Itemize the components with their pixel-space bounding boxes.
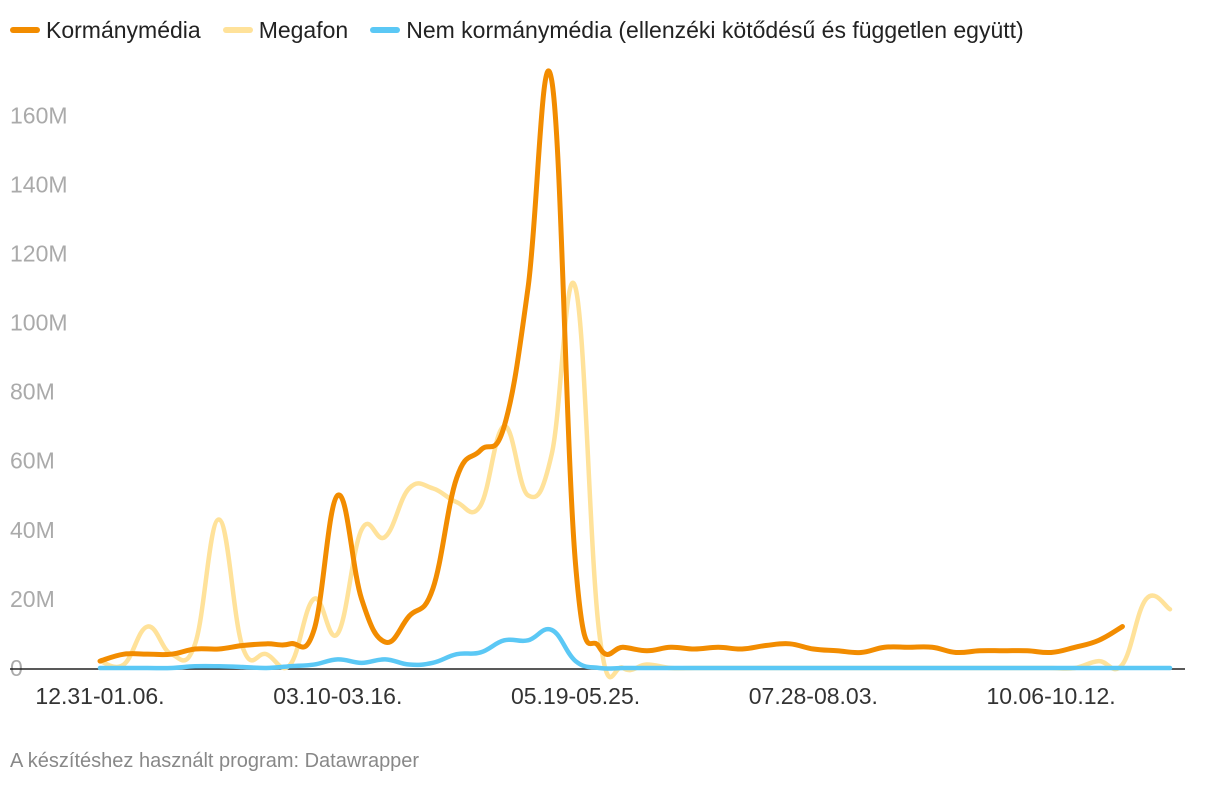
legend-item-kormanymedia: Kormánymédia bbox=[10, 17, 201, 44]
x-tick-label: 12.31-01.06. bbox=[35, 683, 164, 709]
y-tick-label: 140M bbox=[10, 171, 68, 197]
footer-credit: A készítéshez használt program: Datawrap… bbox=[10, 750, 420, 772]
series-line-kormanymedia bbox=[97, 68, 1125, 664]
legend-item-nem-kormanymedia: Nem kormánymédia (ellenzéki kötődésű és … bbox=[370, 17, 1024, 44]
series-layer bbox=[97, 68, 1173, 680]
legend-label-nem-kormanymedia: Nem kormánymédia (ellenzéki kötődésű és … bbox=[406, 16, 1024, 43]
y-axis: 0 20M 40M 60M 80M 100M 120M 140M 160M bbox=[10, 102, 68, 681]
y-tick-label: 0 bbox=[10, 655, 23, 681]
x-tick-label: 07.28-08.03. bbox=[749, 683, 878, 709]
y-tick-label: 60M bbox=[10, 448, 55, 474]
y-tick-label: 20M bbox=[10, 586, 55, 612]
x-axis: 12.31-01.06. 03.10-03.16. 05.19-05.25. 07.2… bbox=[10, 668, 1185, 709]
y-tick-label: 160M bbox=[10, 102, 68, 128]
x-tick-label: 03.10-03.16. bbox=[273, 683, 402, 709]
chart-legend: Kormánymédia Megafon Nem kormánymédia (e… bbox=[10, 14, 1046, 46]
legend-swatch-kormanymedia bbox=[10, 27, 40, 33]
y-tick-label: 120M bbox=[10, 240, 68, 266]
y-tick-label: 40M bbox=[10, 517, 55, 543]
y-tick-label: 80M bbox=[10, 379, 55, 405]
legend-swatch-megafon bbox=[222, 27, 253, 33]
series-line-nem-kormanymedia bbox=[97, 626, 1173, 671]
y-tick-label: 100M bbox=[10, 310, 68, 336]
series-line-megafon bbox=[97, 280, 1173, 680]
legend-swatch-nem-kormanymedia bbox=[370, 27, 401, 33]
x-tick-label: 05.19-05.25. bbox=[511, 683, 640, 709]
x-tick-label: 10.06-10.12. bbox=[987, 683, 1116, 709]
legend-label-megafon: Megafon bbox=[258, 16, 349, 43]
legend-label-kormanymedia: Kormánymédia bbox=[46, 16, 201, 43]
legend-item-megafon: Megafon bbox=[222, 16, 349, 44]
